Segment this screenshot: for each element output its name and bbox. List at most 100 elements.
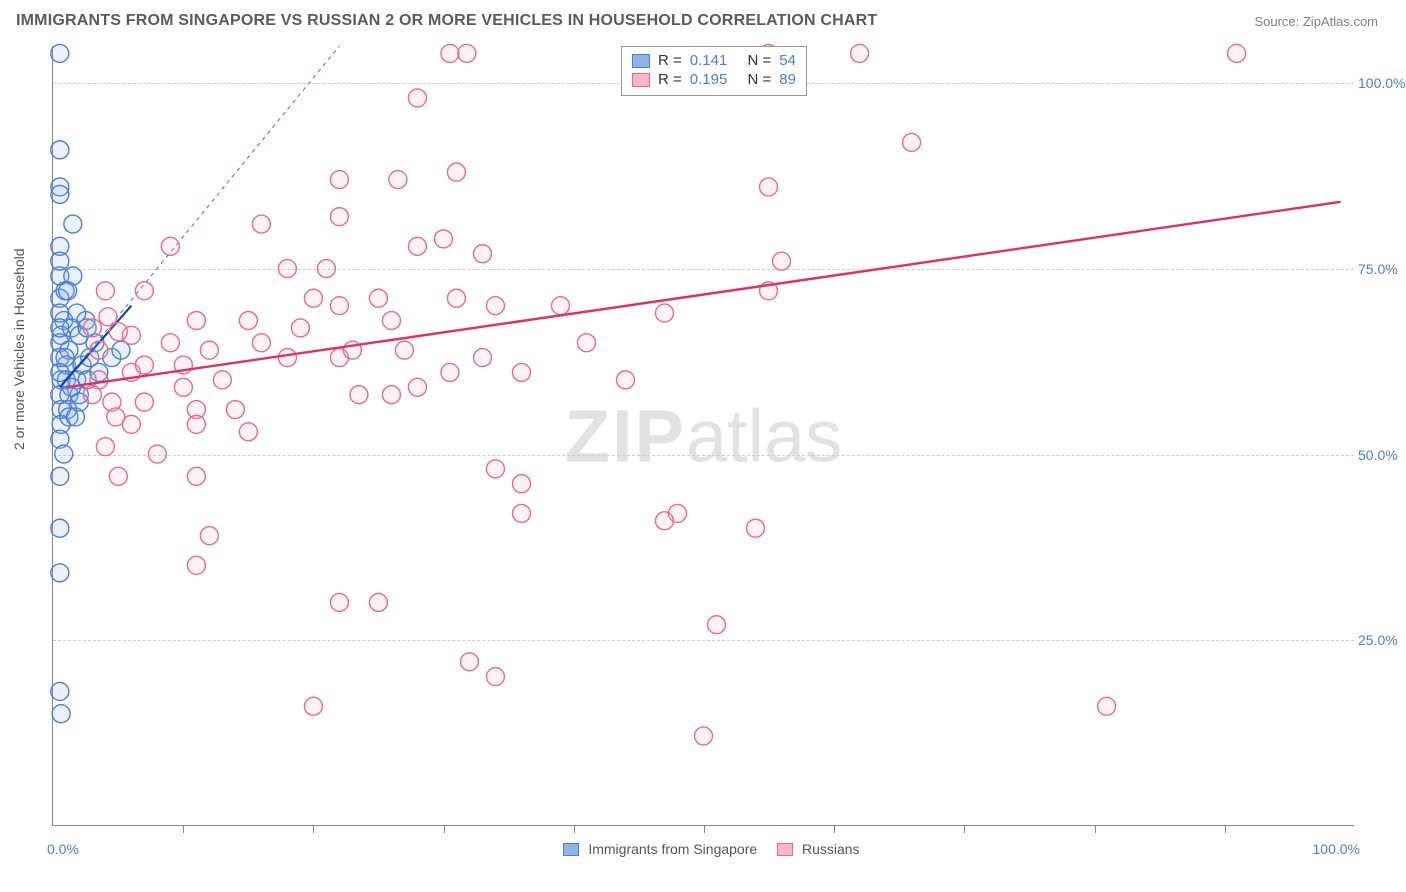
data-point-singapore xyxy=(51,519,69,537)
data-point-russians xyxy=(408,378,426,396)
data-point-russians xyxy=(708,616,726,634)
data-point-russians xyxy=(200,341,218,359)
data-point-russians xyxy=(616,371,634,389)
data-point-russians xyxy=(174,378,192,396)
data-point-russians xyxy=(278,260,296,278)
y-axis-label: 2 or more Vehicles in Household xyxy=(11,248,27,450)
data-point-russians xyxy=(109,467,127,485)
data-point-russians xyxy=(473,349,491,367)
data-point-russians xyxy=(161,334,179,352)
data-point-singapore xyxy=(51,319,69,337)
data-point-singapore xyxy=(51,682,69,700)
data-point-russians xyxy=(747,519,765,537)
r-label: R = xyxy=(658,71,682,88)
data-point-russians xyxy=(473,245,491,263)
data-point-singapore xyxy=(51,252,69,270)
data-point-russians xyxy=(187,415,205,433)
data-point-russians xyxy=(304,289,322,307)
data-point-russians xyxy=(486,297,504,315)
legend-swatch-russians xyxy=(777,843,793,856)
data-point-russians xyxy=(239,423,257,441)
x-tick xyxy=(964,825,965,833)
n-value-russians: 89 xyxy=(779,71,796,88)
data-point-singapore xyxy=(52,705,70,723)
data-point-russians xyxy=(1098,697,1116,715)
data-point-russians xyxy=(252,215,270,233)
data-point-russians xyxy=(187,312,205,330)
data-point-russians xyxy=(458,44,476,62)
data-point-russians xyxy=(278,349,296,367)
n-label: N = xyxy=(747,52,771,69)
data-point-russians xyxy=(486,668,504,686)
plot-area: ZIPatlas 25.0%50.0%75.0%100.0% 0.0% 100.… xyxy=(52,46,1354,826)
data-point-russians xyxy=(99,308,117,326)
data-point-russians xyxy=(135,393,153,411)
x-tick xyxy=(313,825,314,833)
r-label: R = xyxy=(658,52,682,69)
data-point-russians xyxy=(512,504,530,522)
data-point-russians xyxy=(486,460,504,478)
data-point-russians xyxy=(460,653,478,671)
data-point-russians xyxy=(107,408,125,426)
data-point-russians xyxy=(304,697,322,715)
legend-label-russians: Russians xyxy=(802,841,860,857)
correlation-stats-box: R = 0.141 N = 54 R = 0.195 N = 89 xyxy=(621,46,807,96)
data-point-russians xyxy=(350,386,368,404)
n-value-singapore: 54 xyxy=(779,52,796,69)
x-tick xyxy=(834,825,835,833)
data-point-russians xyxy=(239,312,257,330)
data-point-russians xyxy=(551,297,569,315)
data-point-russians xyxy=(187,556,205,574)
data-point-russians xyxy=(135,356,153,374)
data-point-russians xyxy=(441,363,459,381)
y-tick-label: 75.0% xyxy=(1358,261,1404,277)
data-point-russians xyxy=(389,171,407,189)
data-point-singapore xyxy=(51,467,69,485)
r-value-russians: 0.195 xyxy=(690,71,728,88)
x-tick xyxy=(183,825,184,833)
data-point-russians xyxy=(447,163,465,181)
x-tick xyxy=(1225,825,1226,833)
data-point-russians xyxy=(90,341,108,359)
data-point-russians xyxy=(656,304,674,322)
data-point-russians xyxy=(291,319,309,337)
swatch-singapore xyxy=(632,54,650,68)
data-point-russians xyxy=(695,727,713,745)
data-point-singapore xyxy=(59,282,77,300)
data-point-russians xyxy=(330,171,348,189)
data-point-russians xyxy=(408,237,426,255)
data-point-russians xyxy=(851,44,869,62)
data-point-russians xyxy=(187,467,205,485)
data-point-russians xyxy=(317,260,335,278)
data-point-russians xyxy=(148,445,166,463)
data-point-russians xyxy=(161,237,179,255)
data-point-russians xyxy=(773,252,791,270)
data-point-russians xyxy=(200,527,218,545)
data-point-russians xyxy=(96,282,114,300)
data-point-singapore xyxy=(51,141,69,159)
data-point-russians xyxy=(96,438,114,456)
x-tick xyxy=(704,825,705,833)
data-point-russians xyxy=(226,401,244,419)
data-point-russians xyxy=(408,89,426,107)
data-point-russians xyxy=(656,512,674,530)
data-point-russians xyxy=(441,44,459,62)
data-point-russians xyxy=(447,289,465,307)
y-tick-label: 50.0% xyxy=(1358,447,1404,463)
swatch-russians xyxy=(632,73,650,87)
x-tick xyxy=(444,825,445,833)
data-point-russians xyxy=(382,312,400,330)
data-point-singapore xyxy=(55,445,73,463)
data-point-russians xyxy=(135,282,153,300)
data-point-russians xyxy=(577,334,595,352)
data-point-russians xyxy=(1228,44,1246,62)
x-tick xyxy=(1095,825,1096,833)
data-point-russians xyxy=(434,230,452,248)
data-point-russians xyxy=(83,386,101,404)
legend-label-singapore: Immigrants from Singapore xyxy=(588,841,757,857)
data-point-russians xyxy=(252,334,270,352)
data-point-singapore xyxy=(51,564,69,582)
data-point-russians xyxy=(369,593,387,611)
data-point-russians xyxy=(760,178,778,196)
data-point-russians xyxy=(330,297,348,315)
